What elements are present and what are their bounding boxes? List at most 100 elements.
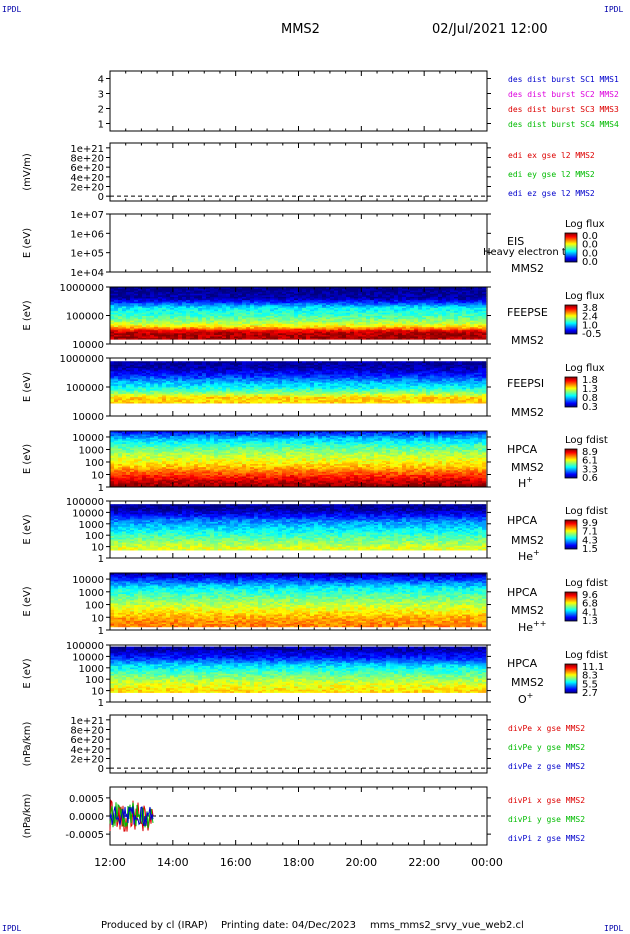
panel-5-instrument-label: FEEPSI: [507, 377, 544, 390]
corner-label-bottom-left: IPDL: [2, 924, 21, 933]
panel-7-instrument-label: HPCA: [507, 514, 538, 527]
panel-7-spacecraft-label: MMS2: [511, 534, 544, 547]
panel-3-ytick-label-1: 1e+07: [70, 210, 104, 221]
panel-7-colorbar: [565, 520, 577, 549]
panel-9-colorbar: [565, 664, 577, 693]
panel-10-legend-2: divPe y gse MMS2: [508, 743, 585, 752]
panel-10-legend-3: divPe z gse MMS2: [508, 762, 585, 771]
panel-8-colorbar-tick-4: 1.3: [582, 616, 598, 627]
panel-6-ytick-label-5: 1: [98, 483, 104, 494]
panel-8-ytick-label-4: 10: [91, 613, 104, 624]
panel-9-instrument-label: HPCA: [507, 657, 538, 670]
panel-5-ytick-label-3: 10000: [72, 412, 104, 423]
panel-6-instrument-label: HPCA: [507, 443, 538, 456]
panel-5-colorbar-tick-4: 0.3: [582, 402, 598, 413]
panel-9-ytick-label-3: 1000: [79, 664, 104, 675]
panel-7-ytick-label-1: 100000: [66, 497, 104, 508]
panel-8-ytick-label-2: 1000: [79, 588, 104, 599]
x-tick-label-5: 20:00: [345, 856, 377, 869]
panel-2-frame: [110, 143, 487, 201]
panel-6-colorbar-label: Log fdist: [565, 435, 608, 446]
footer-produced-by: Produced by cl (IRAP): [101, 920, 208, 931]
panel-8-colorbar: [565, 592, 577, 621]
panel-11-ytick-label-3: -0.0005: [65, 830, 104, 841]
panel-2-ylabel: (mV/m): [22, 153, 33, 191]
panel-1-ytick-label-4: 4: [98, 75, 104, 86]
panel-8-ytick-label-3: 100: [85, 601, 104, 612]
panel-11-legend-3: divPi z gse MMS2: [508, 834, 585, 843]
panel-6-colorbar-tick-4: 0.6: [582, 473, 598, 484]
panel-7-ytick-label-6: 1: [98, 554, 104, 565]
panel-8-species-label: He++: [518, 619, 546, 634]
panel-1-legend-2: des dist burst SC2 MMS2: [508, 90, 619, 99]
panel-11-legend-1: divPi x gse MMS2: [508, 796, 585, 805]
panel-7-ytick-label-4: 100: [85, 531, 104, 542]
panel-6-ytick-label-2: 1000: [79, 445, 104, 456]
panel-4-colorbar-label: Log flux: [565, 291, 605, 302]
panel-7-ytick-label-2: 10000: [72, 508, 104, 519]
panel-5-colorbar: [565, 377, 577, 407]
panel-10-frame: [110, 715, 487, 773]
panel-1-legend-1: des dist burst SC1 MMS1: [508, 75, 619, 84]
panel-1-ytick-label-3: 3: [98, 90, 104, 101]
panel-9-colorbar-tick-4: 2.7: [582, 688, 598, 699]
panel-3-colorbar-tick-4: 0.0: [582, 257, 598, 268]
panel-8-spacecraft-label: MMS2: [511, 604, 544, 617]
panel-5-ytick-label-1: 1000000: [59, 354, 104, 365]
panel-3-colorbar: [565, 233, 577, 262]
panel-6-spectrogram-1: [110, 431, 486, 487]
panel-10-legend-1: divPe x gse MMS2: [508, 724, 585, 733]
panel-11-ytick-label-2: 0.0000: [69, 812, 104, 823]
panel-4-spectrogram-1: [110, 287, 486, 340]
panel-2-legend-2: edi ey gse l2 MMS2: [508, 170, 595, 179]
footer-printing-date: Printing date: 04/Dec/2023: [221, 920, 356, 931]
panel-11-legend-2: divPi y gse MMS2: [508, 815, 585, 824]
panel-6-ylabel: E (eV): [22, 444, 33, 474]
x-tick-label-6: 22:00: [408, 856, 440, 869]
panel-9-ytick-label-5: 10: [91, 687, 104, 698]
panel-2-legend-1: edi ex gse l2 MMS2: [508, 151, 595, 160]
footer-script: mms_mms2_srvy_vue_web2.cl: [370, 920, 524, 931]
panel-3-colorbar-label: Log flux: [565, 219, 605, 230]
panel-8-instrument-label: HPCA: [507, 586, 538, 599]
panel-4-ylabel: E (eV): [22, 300, 33, 330]
panel-3-ylabel: E (eV): [22, 228, 33, 258]
x-tick-label-4: 18:00: [283, 856, 315, 869]
panel-4-spacecraft-label: MMS2: [511, 334, 544, 347]
panel-6-ytick-label-3: 100: [85, 458, 104, 469]
panel-7-ylabel: E (eV): [22, 514, 33, 544]
panel-5-ytick-label-2: 100000: [66, 383, 104, 394]
panel-7-colorbar-label: Log fdist: [565, 506, 608, 517]
panel-3-ytick-label-4: 1e+04: [70, 268, 104, 279]
panel-9-colorbar-label: Log fdist: [565, 650, 608, 661]
panel-8-colorbar-label: Log fdist: [565, 578, 608, 589]
panel-7-species-label: He+: [518, 548, 540, 563]
panel-6-colorbar: [565, 449, 577, 478]
panel-3-ytick-label-2: 1e+06: [70, 229, 104, 240]
panel-1-frame: [110, 71, 487, 131]
panel-9-species-label: O+: [518, 691, 533, 706]
panel-9-ytick-label-4: 100: [85, 675, 104, 686]
panel-5-spacecraft-label: MMS2: [511, 406, 544, 419]
panel-5-spectrogram-1: [110, 361, 486, 403]
panel-5-ylabel: E (eV): [22, 372, 33, 402]
x-tick-label-2: 14:00: [157, 856, 189, 869]
panel-8-ylabel: E (eV): [22, 586, 33, 616]
panel-7-ytick-label-5: 10: [91, 543, 104, 554]
panel-1-legend-4: des dist burst SC4 MMS4: [508, 120, 619, 129]
x-tick-label-7: 00:00: [471, 856, 503, 869]
panel-8-ytick-label-5: 1: [98, 626, 104, 637]
panel-4-instrument-label: FEEPSE: [507, 306, 548, 319]
panel-6-spacecraft-label: MMS2: [511, 461, 544, 474]
panel-7-colorbar-tick-4: 1.5: [582, 544, 598, 555]
panel-3-spacecraft-label: MMS2: [511, 262, 544, 275]
panel-4-colorbar-tick-4: -0.5: [582, 329, 602, 340]
panel-1-legend-3: des dist burst SC3 MMS3: [508, 105, 619, 114]
panel-10-ytick-label-6: 0: [98, 764, 104, 775]
panel-1-ytick-label-1: 1: [98, 120, 104, 131]
panel-2-legend-3: edi ez gse l2 MMS2: [508, 189, 595, 198]
panel-7-ytick-label-3: 1000: [79, 520, 104, 531]
panel-7-spectrogram-1: [110, 504, 486, 550]
panel-4-ytick-label-2: 100000: [66, 312, 104, 323]
